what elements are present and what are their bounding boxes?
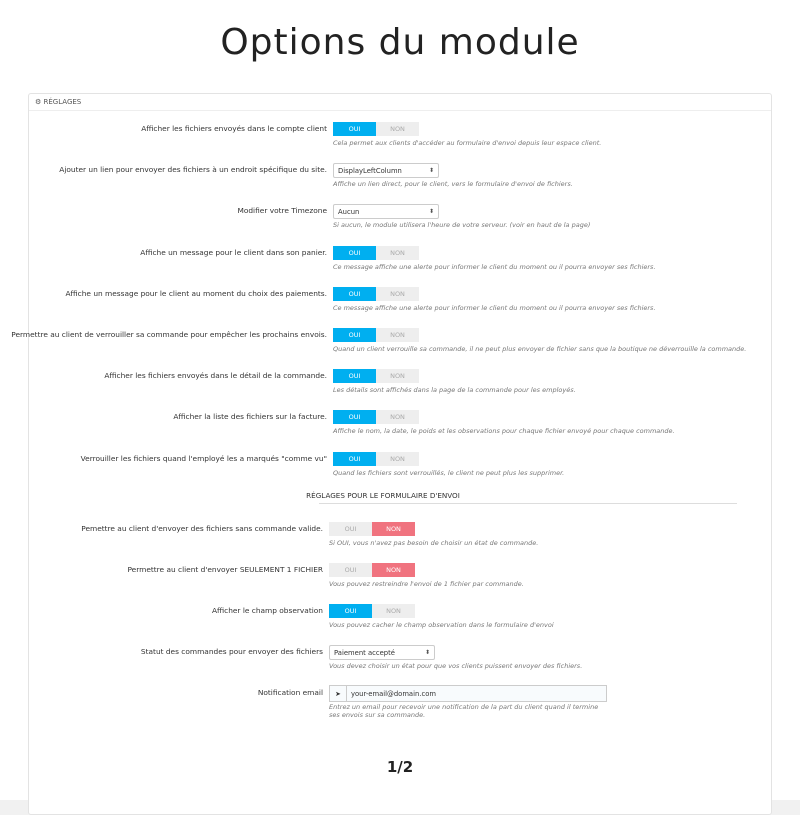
toggle-off[interactable]: NON	[376, 122, 419, 136]
toggle-off[interactable]: NON	[376, 245, 419, 260]
panel-heading-text: RÉGLAGES	[43, 98, 82, 106]
help-text: Les détails sont affichés dans la page d…	[333, 386, 576, 395]
toggle-on[interactable]: OUI	[333, 122, 376, 136]
select-arrow: ⬍	[428, 167, 434, 175]
field-label: Statut des commandes pour envoyer des fi…	[140, 647, 323, 656]
section-heading: RÉGLAGES POUR LE FORMULAIRE D'ENVOI	[306, 491, 460, 500]
select-arrow: ⬍	[424, 649, 430, 656]
toggle-switch[interactable]: OUI NON	[329, 563, 415, 577]
help-text: Ce message affiche une alerte pour infor…	[333, 262, 656, 271]
page-title: Options du module	[220, 22, 580, 63]
field-label: Modifier votre Timezone	[237, 206, 327, 216]
toggle-off[interactable]: NON	[372, 604, 415, 618]
select-box[interactable]: Paiement accepté ⬍	[329, 645, 435, 660]
help-text: Vous pouvez restreindre l'envoi de 1 fic…	[329, 580, 524, 588]
toggle-off[interactable]: NON	[376, 328, 419, 342]
divider	[29, 110, 771, 111]
field-label: Afficher la liste des fichiers sur la fa…	[173, 412, 327, 422]
field-label: Afficher les fichiers envoyés dans le co…	[141, 124, 327, 133]
help-text: Ce message affiche une alerte pour infor…	[333, 303, 656, 312]
toggle-switch[interactable]: OUI NON	[329, 522, 415, 536]
toggle-on[interactable]: OUI	[329, 563, 372, 577]
toggle-off[interactable]: NON	[372, 522, 415, 536]
field-label: Permettre au client de verrouiller sa co…	[11, 330, 327, 339]
toggle-off[interactable]: NON	[372, 563, 415, 577]
help-text: Cela permet aux clients d'accéder au for…	[333, 139, 602, 147]
toggle-switch[interactable]: OUI NON	[333, 369, 419, 384]
select-box[interactable]: DisplayLeftColumn ⬍	[333, 163, 439, 179]
select-box[interactable]: Aucun ⬍	[333, 204, 439, 220]
toggle-switch[interactable]: OUI NON	[333, 328, 419, 342]
help-text: Si OUI, vous n'avez pas besoin de choisi…	[329, 539, 539, 547]
field-label: Affiche un message pour le client au mom…	[65, 288, 327, 298]
select-value: DisplayLeftColumn	[338, 166, 402, 175]
email-input[interactable]: ➤ your-email@domain.com	[329, 685, 607, 702]
toggle-switch[interactable]: OUI NON	[333, 451, 419, 466]
toggle-switch[interactable]: OUI NON	[333, 286, 419, 301]
help-text: Vous devez choisir un état pour que vos …	[329, 662, 583, 670]
settings-panel: ⚙ RÉGLAGES Afficher les fichiers envoyés…	[11, 93, 772, 815]
select-arrow: ⬍	[428, 208, 434, 216]
toggle-off[interactable]: NON	[376, 410, 419, 425]
toggle-off[interactable]: NON	[376, 451, 419, 466]
toggle-switch[interactable]: OUI NON	[329, 604, 415, 618]
field-label: Verrouiller les fichiers quand l'employé…	[80, 453, 327, 463]
email-value: your-email@domain.com	[351, 689, 436, 698]
toggle-switch[interactable]: OUI NON	[333, 122, 419, 136]
toggle-on[interactable]: OUI	[333, 410, 376, 425]
email-icon: ➤	[330, 686, 347, 701]
toggle-on[interactable]: OUI	[333, 328, 376, 342]
panel-heading: ⚙ RÉGLAGES	[35, 98, 82, 106]
field-label: Pemettre au client d'envoyer des fichier…	[81, 524, 323, 533]
toggle-switch[interactable]: OUI NON	[333, 410, 419, 425]
field-label: Notification email	[257, 688, 323, 697]
field-label: Afficher les fichiers envoyés dans le dé…	[104, 371, 327, 381]
help-text: Entrez un email pour recevoir une notifi…	[329, 703, 599, 719]
field-label: Afficher le champ observation	[211, 606, 323, 615]
field-label: Permettre au client d'envoyer SEULEMENT …	[127, 565, 323, 574]
toggle-on[interactable]: OUI	[329, 604, 372, 618]
toggle-on[interactable]: OUI	[333, 245, 376, 260]
help-text: Affiche le nom, la date, le poids et les…	[333, 427, 675, 436]
select-value: Aucun	[338, 207, 360, 216]
field-label: Affiche un message pour le client dans s…	[140, 247, 327, 257]
help-text: Si aucun, le module utilisera l'heure de…	[333, 221, 591, 230]
help-text: Quand les fichiers sont verrouillés, le …	[333, 468, 565, 477]
toggle-switch[interactable]: OUI NON	[333, 245, 419, 260]
toggle-on[interactable]: OUI	[333, 451, 376, 466]
field-label: Ajouter un lien pour envoyer des fichier…	[59, 165, 327, 175]
toggle-on[interactable]: OUI	[333, 369, 376, 384]
help-text: Quand un client verrouille sa commande, …	[333, 345, 747, 353]
help-text: Affiche un lien direct, pour le client, …	[333, 180, 573, 189]
help-text: Vous pouvez cacher le champ observation …	[329, 621, 554, 629]
toggle-on[interactable]: OUI	[329, 522, 372, 536]
toggle-off[interactable]: NON	[376, 369, 419, 384]
page-indicator: 1/2	[386, 758, 414, 776]
select-value: Paiement accepté	[334, 648, 395, 657]
divider	[319, 503, 737, 504]
toggle-off[interactable]: NON	[376, 286, 419, 301]
toggle-on[interactable]: OUI	[333, 286, 376, 301]
